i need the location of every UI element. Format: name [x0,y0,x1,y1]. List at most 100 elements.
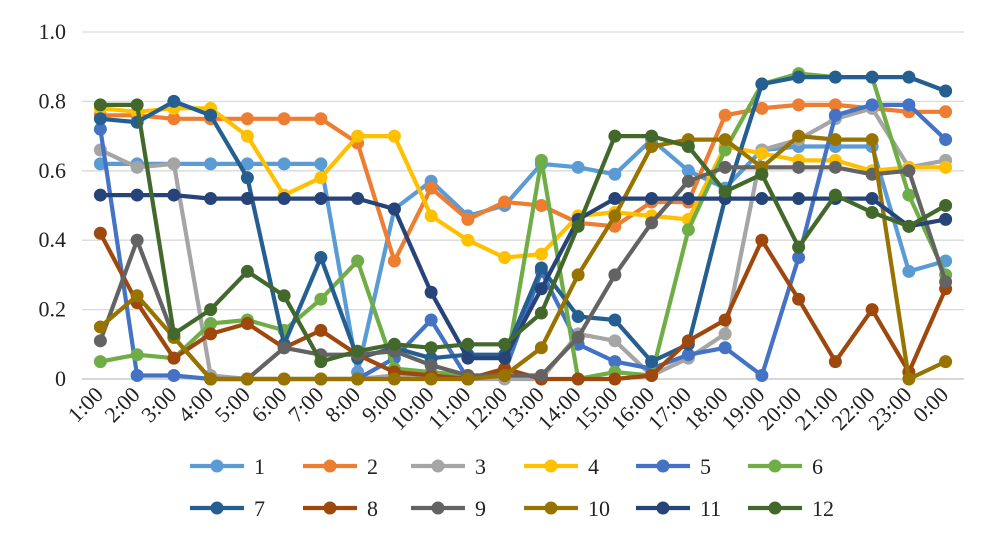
data-point [828,133,842,147]
data-point [645,129,659,143]
data-point [828,188,842,202]
series-10 [93,129,953,386]
data-point [424,372,438,386]
data-point [93,355,107,369]
data-point [939,212,953,226]
y-tick-label: 0.2 [39,297,67,322]
data-point [240,157,254,171]
data-point [93,188,107,202]
legend-marker [656,459,670,473]
data-point [718,327,732,341]
data-point [718,108,732,122]
data-point [277,157,291,171]
data-point [534,306,548,320]
data-point [681,164,695,178]
data-point [204,108,218,122]
legend-item: 1 [190,454,265,479]
x-tick-label: 0:00 [908,382,953,427]
y-tick-label: 0.4 [39,227,67,252]
data-point [167,94,181,108]
data-point [314,251,328,265]
legend-item: 5 [636,454,711,479]
legend-item: 7 [190,496,265,521]
legend-label: 10 [588,496,610,521]
gridlines [82,31,964,380]
data-point [314,292,328,306]
data-point [93,226,107,240]
data-point [387,372,401,386]
data-point [424,181,438,195]
data-point [828,108,842,122]
data-point [498,351,512,365]
data-point [902,372,916,386]
data-point [792,70,806,84]
data-point [240,129,254,143]
data-point [902,70,916,84]
x-tick-label: 4:00 [173,382,218,427]
legend: 1 2 3 4 5 67 8 9 10 11 12 [190,454,834,521]
data-point [865,205,879,219]
data-point [461,233,475,247]
data-point [351,129,365,143]
legend-marker [210,459,224,473]
y-tick-label: 1.0 [39,19,67,44]
data-point [167,157,181,171]
legend-marker [210,501,224,515]
data-point [93,334,107,348]
data-point [314,157,328,171]
data-point [240,372,254,386]
legend-label: 6 [812,454,823,479]
data-point [387,202,401,216]
data-point [608,313,622,327]
data-point [571,310,585,324]
data-point [240,192,254,206]
data-point [755,192,769,206]
legend-item: 9 [411,496,486,521]
data-point [498,369,512,383]
legend-marker [323,459,337,473]
data-point [498,251,512,265]
legend-item: 3 [411,454,486,479]
data-point [461,212,475,226]
legend-label: 7 [254,496,265,521]
data-point [277,372,291,386]
data-point [939,105,953,119]
data-point [130,188,144,202]
data-point [277,192,291,206]
data-point [534,153,548,167]
data-point [351,254,365,268]
data-point [314,355,328,369]
data-point [461,372,475,386]
data-point [277,289,291,303]
data-point [792,129,806,143]
data-point [130,348,144,362]
legend-label: 9 [475,496,486,521]
legend-item: 6 [748,454,823,479]
data-point [681,223,695,237]
data-point [204,192,218,206]
data-point [277,112,291,126]
data-point [167,351,181,365]
data-point [130,98,144,112]
data-point [865,133,879,147]
data-point [351,192,365,206]
legend-marker [431,501,445,515]
data-point [93,98,107,112]
data-point [498,337,512,351]
data-point [865,303,879,317]
data-point [534,261,548,275]
y-axis: 0 0.2 0.4 0.6 0.8 1.0 [39,19,67,391]
data-point [792,192,806,206]
data-point [204,372,218,386]
data-point [387,337,401,351]
data-point [828,70,842,84]
data-point [130,233,144,247]
data-point [534,369,548,383]
data-point [314,323,328,337]
data-point [608,192,622,206]
data-point [240,316,254,330]
data-point [828,160,842,174]
data-point [939,355,953,369]
data-point [939,199,953,212]
data-point [755,233,769,247]
